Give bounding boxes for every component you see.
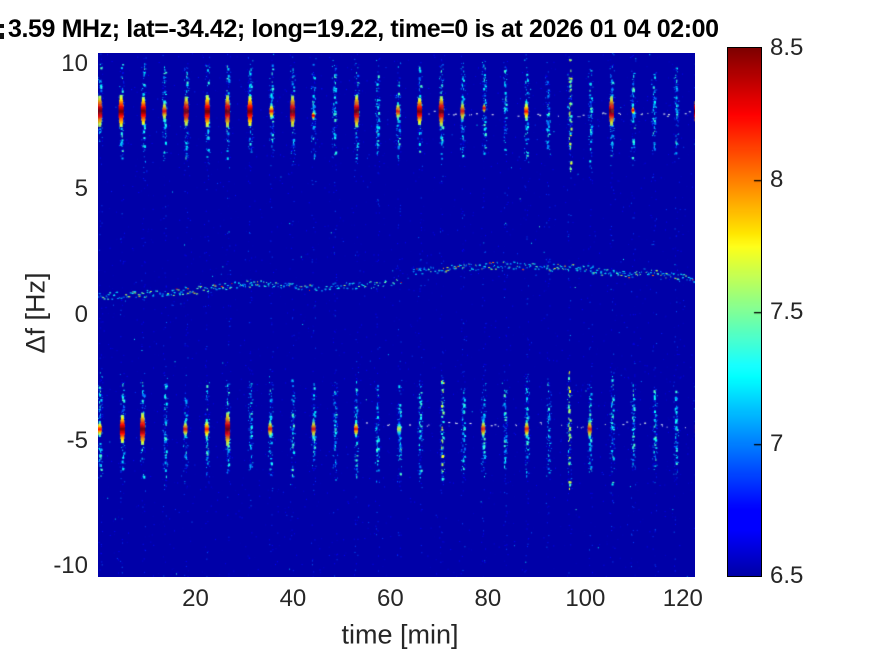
y-tick-label: -5 bbox=[66, 426, 88, 454]
y-tick-label: -10 bbox=[53, 552, 88, 580]
x-tick-label: 100 bbox=[565, 585, 606, 612]
colorbar-tick-label: 6.5 bbox=[770, 562, 804, 589]
colorbar-tick-label: 7.5 bbox=[770, 298, 804, 325]
x-tick-label: 80 bbox=[474, 585, 502, 612]
x-axis-label: time [min] bbox=[341, 619, 459, 650]
y-tick-label: 10 bbox=[61, 49, 88, 77]
spectrogram-plot bbox=[98, 53, 695, 577]
colorbar-tick-label: 7 bbox=[770, 430, 784, 457]
colorbar-tick-label: 8 bbox=[770, 166, 784, 193]
clipped-title-fragment bbox=[0, 24, 4, 39]
x-tick-label: 60 bbox=[377, 585, 404, 612]
x-tick-label: 40 bbox=[279, 585, 307, 612]
y-tick-label: 5 bbox=[74, 175, 88, 203]
colorbar bbox=[727, 47, 762, 577]
x-tick-label: 20 bbox=[182, 585, 209, 612]
x-tick-label: 120 bbox=[662, 585, 703, 612]
colorbar-tick-label: 8.5 bbox=[770, 34, 804, 61]
y-tick-label: 0 bbox=[74, 301, 88, 328]
figure-title: 3.59 MHz; lat=-34.42; long=19.22, time=0… bbox=[8, 15, 719, 43]
